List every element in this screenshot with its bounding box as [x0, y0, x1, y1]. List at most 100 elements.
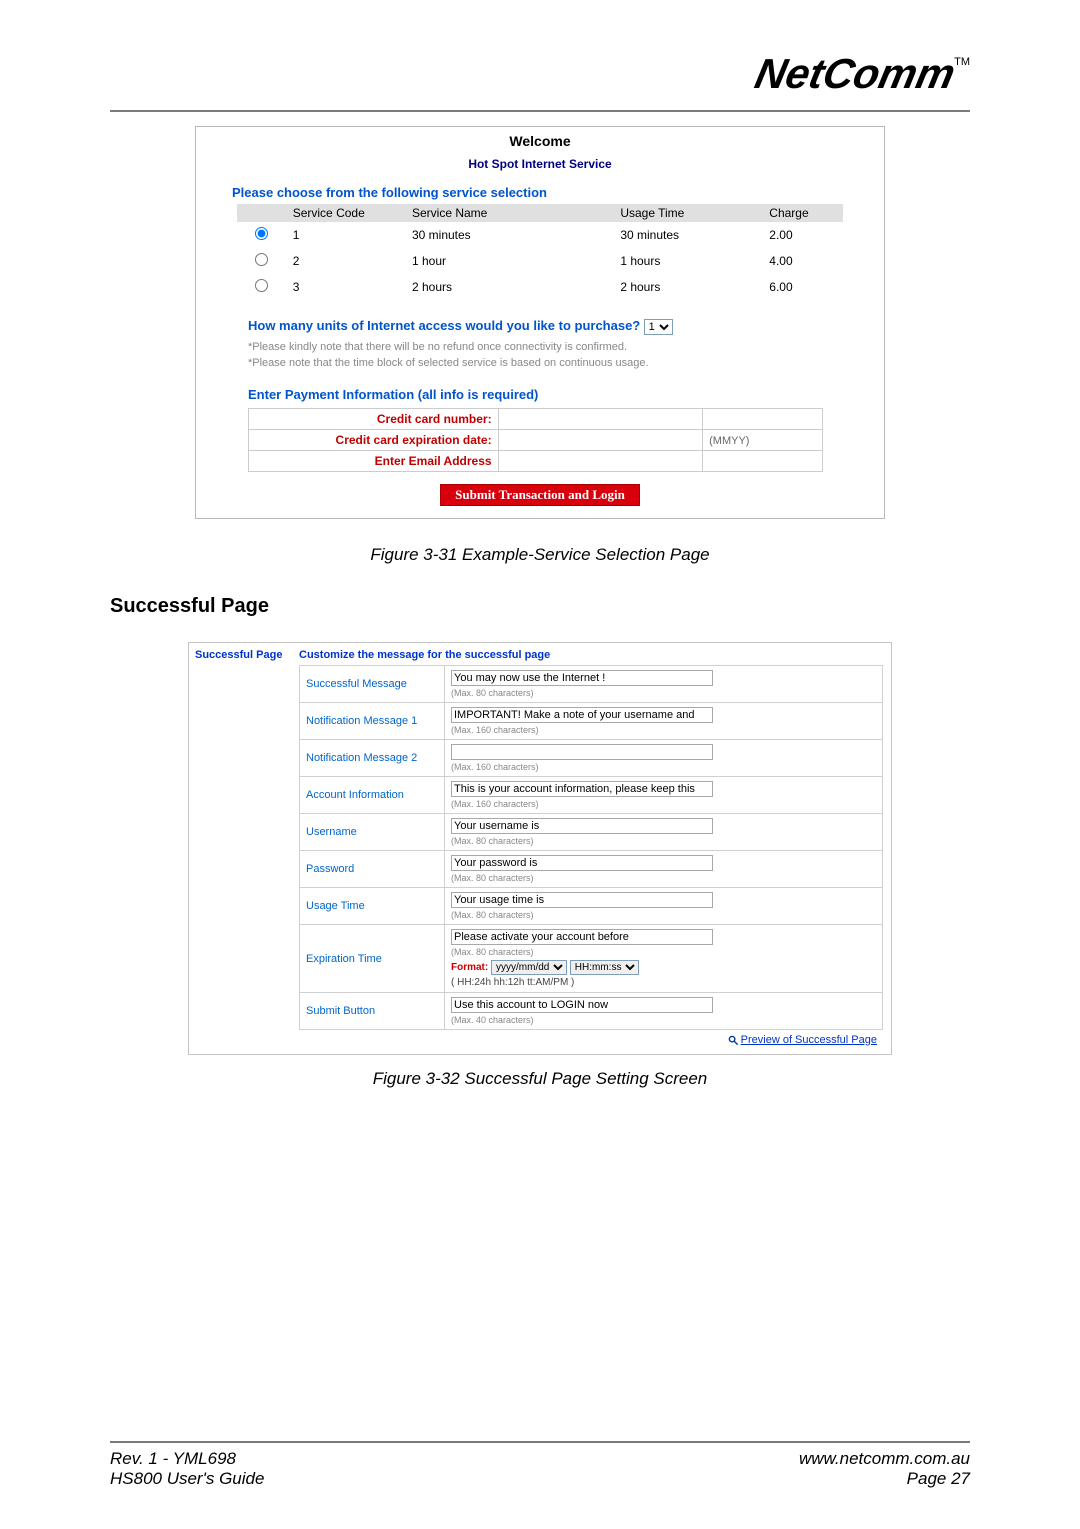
max-chars: (Max. 160 characters) [451, 799, 876, 809]
purchase-label: How many units of Internet access would … [248, 318, 640, 333]
successful-page-heading: Successful Page [110, 595, 970, 618]
th-code: Service Code [287, 204, 406, 222]
max-chars: (Max. 40 characters) [451, 1015, 876, 1025]
field-label: Notification Message 1 [300, 703, 445, 740]
divider-top [110, 110, 970, 112]
max-chars: (Max. 80 characters) [451, 688, 876, 698]
table-row: 2 1 hour 1 hours 4.00 [237, 248, 843, 274]
footer-right: www.netcomm.com.au Page 27 [799, 1449, 970, 1489]
cc-number-third [703, 409, 823, 430]
field-label: Username [300, 814, 445, 851]
payment-table: Credit card number: Credit card expirati… [248, 408, 823, 472]
cell-name: 2 hours [406, 274, 614, 300]
cell-time: 2 hours [614, 274, 763, 300]
choose-label: Please choose from the following service… [196, 181, 884, 204]
purchase-line: How many units of Internet access would … [196, 300, 884, 339]
field-label: Expiration Time [300, 925, 445, 993]
cell-charge: 2.00 [763, 222, 843, 248]
submit-button-text-input[interactable] [451, 997, 713, 1013]
field-label: Submit Button [300, 993, 445, 1030]
footer: Rev. 1 - YML698 HS800 User's Guide www.n… [110, 1441, 970, 1489]
field-label: Password [300, 851, 445, 888]
th-blank [237, 204, 287, 222]
field-label: Successful Message [300, 666, 445, 703]
email-label: Enter Email Address [249, 451, 499, 472]
welcome-panel: Welcome Hot Spot Internet Service Please… [195, 126, 885, 519]
submit-wrap: Submit Transaction and Login [196, 472, 884, 518]
cc-exp-hint: (MMYY) [709, 435, 749, 447]
username-input[interactable] [451, 818, 713, 834]
cell-code: 3 [287, 274, 406, 300]
date-format-select[interactable]: yyyy/mm/dd [491, 960, 567, 975]
th-name: Service Name [406, 204, 614, 222]
units-select[interactable]: 1 [644, 319, 673, 335]
config-title: Customize the message for the successful… [299, 649, 883, 665]
footer-url: www.netcomm.com.au [799, 1449, 970, 1469]
field-label: Notification Message 2 [300, 740, 445, 777]
usage-time-input[interactable] [451, 892, 713, 908]
cc-exp-input[interactable] [505, 433, 697, 447]
format-label: Format: [451, 962, 488, 973]
account-info-input[interactable] [451, 781, 713, 797]
hotspot-title: Hot Spot Internet Service [196, 153, 884, 181]
cell-code: 1 [287, 222, 406, 248]
cc-number-label: Credit card number: [249, 409, 499, 430]
format-line: Format: yyyy/mm/dd HH:mm:ss [451, 960, 876, 975]
cell-time: 30 minutes [614, 222, 763, 248]
service-radio-1[interactable] [255, 227, 268, 240]
cc-exp-label: Credit card expiration date: [249, 430, 499, 451]
divider-bottom [110, 1441, 970, 1443]
preview-link[interactable]: Preview of Successful Page [741, 1034, 877, 1046]
logo-tm: TM [954, 56, 970, 68]
table-row: 3 2 hours 2 hours 6.00 [237, 274, 843, 300]
successful-message-input[interactable] [451, 670, 713, 686]
footer-left: Rev. 1 - YML698 HS800 User's Guide [110, 1449, 264, 1489]
footer-page: Page 27 [799, 1469, 970, 1489]
table-row: 1 30 minutes 30 minutes 2.00 [237, 222, 843, 248]
service-radio-2[interactable] [255, 253, 268, 266]
password-input[interactable] [451, 855, 713, 871]
config-left-label: Successful Page [189, 643, 299, 1054]
cell-name: 1 hour [406, 248, 614, 274]
figure-caption-1: Figure 3-31 Example-Service Selection Pa… [110, 545, 970, 565]
notification-1-input[interactable] [451, 707, 713, 723]
expiration-input[interactable] [451, 929, 713, 945]
max-chars: (Max. 80 characters) [451, 910, 876, 920]
th-time: Usage Time [614, 204, 763, 222]
cc-number-input[interactable] [505, 412, 697, 426]
max-chars: (Max. 80 characters) [451, 873, 876, 883]
service-radio-3[interactable] [255, 279, 268, 292]
cell-code: 2 [287, 248, 406, 274]
notification-2-input[interactable] [451, 744, 713, 760]
successful-config-panel: Successful Page Customize the message fo… [188, 642, 892, 1055]
th-charge: Charge [763, 204, 843, 222]
preview-line: Preview of Successful Page [299, 1030, 883, 1050]
max-chars: (Max. 160 characters) [451, 762, 876, 772]
figure-caption-2: Figure 3-32 Successful Page Setting Scre… [110, 1069, 970, 1089]
cell-charge: 4.00 [763, 248, 843, 274]
page: NetCommTM Welcome Hot Spot Internet Serv… [0, 0, 1080, 1529]
cell-charge: 6.00 [763, 274, 843, 300]
note-2: *Please note that the time block of sele… [196, 355, 884, 371]
email-third [703, 451, 823, 472]
logo: NetCommTM [110, 50, 970, 98]
note-1: *Please kindly note that there will be n… [196, 339, 884, 355]
footer-guide: HS800 User's Guide [110, 1469, 264, 1489]
hh-note: ( HH:24h hh:12h tt:AM/PM ) [451, 977, 876, 988]
payment-header: Enter Payment Information (all info is r… [196, 371, 884, 408]
field-label: Usage Time [300, 888, 445, 925]
service-table: Service Code Service Name Usage Time Cha… [237, 204, 843, 300]
table-header-row: Service Code Service Name Usage Time Cha… [237, 204, 843, 222]
max-chars: (Max. 80 characters) [451, 947, 876, 957]
max-chars: (Max. 160 characters) [451, 725, 876, 735]
time-format-select[interactable]: HH:mm:ss [570, 960, 639, 975]
submit-transaction-button[interactable]: Submit Transaction and Login [440, 484, 640, 506]
config-table: Successful Message (Max. 80 characters) N… [299, 665, 883, 1030]
welcome-title: Welcome [196, 127, 884, 153]
cell-name: 30 minutes [406, 222, 614, 248]
email-input[interactable] [505, 454, 697, 468]
max-chars: (Max. 80 characters) [451, 836, 876, 846]
footer-rev: Rev. 1 - YML698 [110, 1449, 264, 1469]
magnifier-icon [728, 1035, 739, 1046]
logo-text: NetComm [751, 50, 960, 98]
